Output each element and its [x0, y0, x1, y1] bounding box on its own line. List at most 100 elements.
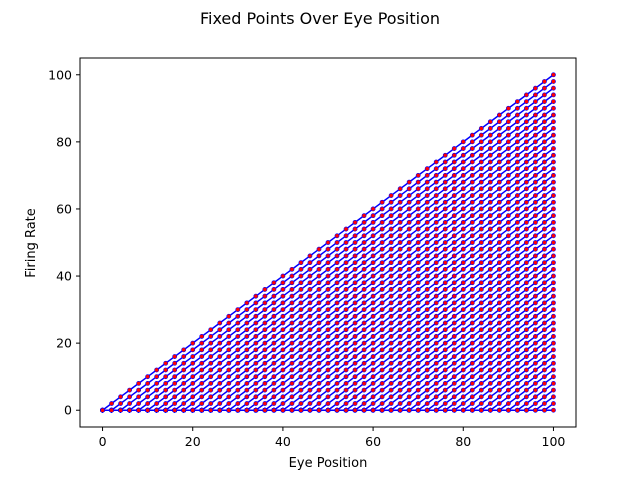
data-point-11-34 [406, 253, 412, 259]
data-point-31-33 [397, 394, 403, 400]
x-tick-label-3: 60 [365, 434, 381, 449]
data-point-38-39 [451, 401, 457, 406]
data-point-9-48 [533, 146, 538, 151]
data-point-0-48 [533, 85, 538, 91]
data-point-3-13 [217, 340, 223, 346]
x-axis-label: Eye Position [289, 456, 368, 471]
data-point-11-17 [253, 367, 259, 373]
data-point-5-10 [190, 374, 196, 380]
data-point-0-26 [334, 233, 340, 239]
data-point-15-28 [352, 320, 358, 326]
data-point-18-34 [406, 300, 412, 306]
data-point-27-29 [361, 394, 367, 400]
data-point-0-5 [145, 374, 151, 380]
data-point-6-28 [352, 260, 358, 266]
data-point-10-48 [533, 152, 538, 158]
data-point-33-34 [406, 401, 412, 406]
data-point-26-40 [460, 313, 466, 319]
data-point-15-38 [442, 253, 448, 259]
data-point-30-31 [379, 401, 385, 406]
data-point-13-16 [244, 387, 250, 393]
data-point-12-44 [496, 193, 502, 198]
data-point-50-6 [154, 407, 160, 413]
data-point-26-36 [424, 340, 430, 346]
data-point-3-16 [244, 320, 250, 326]
data-point-11-37 [433, 233, 439, 239]
data-point-8-18 [262, 340, 268, 346]
data-point-1-4 [136, 387, 142, 393]
data-point-38-50 [551, 327, 556, 333]
data-point-22-45 [505, 253, 511, 259]
data-point-10-35 [415, 240, 421, 245]
y-tick-label-4: 80 [56, 134, 72, 149]
data-point-10-28 [352, 287, 358, 292]
data-point-29-30 [370, 401, 376, 406]
data-point-3-23 [307, 273, 313, 279]
y-tick-label-2: 40 [56, 269, 72, 284]
data-point-5-34 [406, 213, 412, 219]
data-point-17-24 [316, 360, 322, 366]
data-point-3-28 [352, 240, 358, 245]
data-point-5-23 [307, 287, 313, 292]
data-point-11-41 [469, 206, 475, 212]
data-point-11-39 [451, 219, 457, 225]
data-point-2-36 [424, 179, 430, 185]
data-point-27-33 [397, 367, 403, 373]
data-point-24-37 [433, 320, 439, 326]
data-point-26-45 [505, 280, 511, 286]
data-point-23-36 [424, 320, 430, 326]
data-point-8-12 [208, 380, 214, 386]
data-point-1-38 [442, 159, 448, 165]
data-point-4-21 [289, 293, 295, 299]
data-point-4-24 [316, 273, 322, 279]
data-point-17-43 [487, 233, 493, 239]
data-point-7-39 [451, 193, 457, 198]
data-point-13-38 [442, 240, 448, 245]
data-point-11-13 [217, 394, 223, 400]
data-point-50-47 [524, 407, 529, 413]
data-point-35-37 [433, 394, 439, 400]
data-point-0-22 [298, 260, 304, 266]
data-point-30-37 [433, 360, 439, 366]
data-point-1-3 [127, 394, 133, 400]
data-point-25-42 [478, 293, 484, 299]
data-point-6-37 [433, 199, 439, 205]
data-point-12-14 [226, 394, 232, 400]
data-point-18-44 [496, 233, 502, 239]
data-point-4-34 [406, 206, 412, 212]
data-point-7-49 [542, 126, 547, 131]
data-point-15-43 [487, 219, 493, 225]
data-point-31-44 [496, 320, 502, 326]
data-point-36-41 [469, 374, 475, 380]
data-point-50-16 [244, 407, 250, 413]
data-point-9-45 [505, 166, 511, 172]
data-point-22-24 [316, 394, 322, 400]
data-point-28-32 [388, 380, 394, 386]
data-point-11-45 [505, 179, 511, 185]
data-point-3-49 [542, 99, 547, 105]
data-point-9-41 [469, 193, 475, 198]
data-point-29-50 [551, 266, 556, 272]
data-point-36-38 [442, 394, 448, 400]
data-point-28-41 [469, 320, 475, 326]
data-point-20-47 [524, 226, 529, 232]
data-point-16-43 [487, 226, 493, 232]
data-point-21-31 [379, 340, 385, 346]
data-point-7-42 [478, 173, 484, 178]
data-point-9-27 [343, 287, 349, 292]
data-point-34-36 [424, 394, 430, 400]
data-point-0-31 [379, 199, 385, 205]
data-point-36-39 [451, 387, 457, 393]
data-point-21-39 [451, 287, 457, 292]
data-point-9-25 [325, 300, 331, 306]
data-point-19-22 [298, 387, 304, 393]
data-point-29-36 [424, 360, 430, 366]
data-point-16-25 [325, 347, 331, 353]
data-point-18-38 [442, 273, 448, 279]
data-point-3-31 [379, 219, 385, 225]
data-point-17-19 [271, 394, 277, 400]
data-point-34-47 [524, 320, 529, 326]
data-point-42-47 [524, 374, 529, 380]
data-point-34-42 [478, 354, 484, 359]
data-point-4-32 [388, 219, 394, 225]
